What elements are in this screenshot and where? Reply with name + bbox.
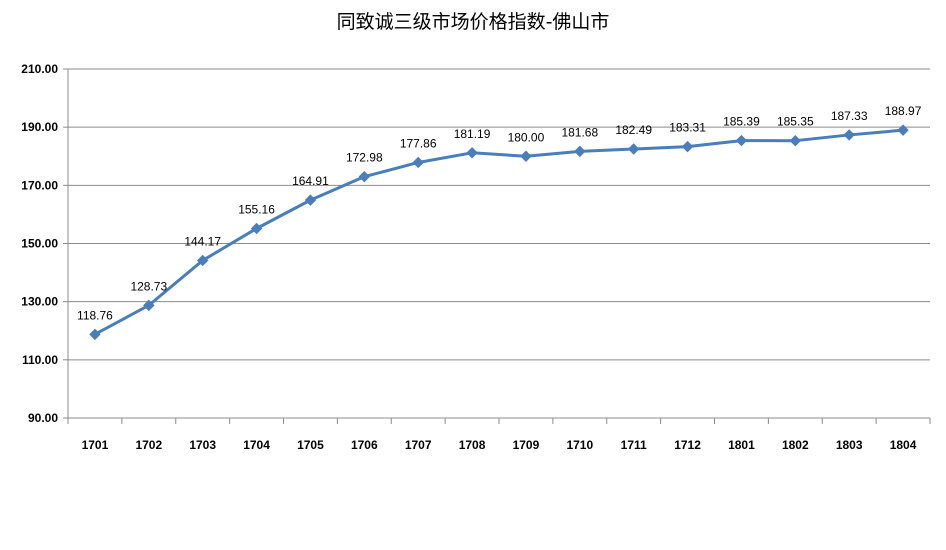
y-axis: 90.00 110.00 130.00 150.00 170.00 190.00 210.0… xyxy=(21,62,69,425)
x-tick-label: 1706 xyxy=(351,438,378,452)
x-tick-label: 1701 xyxy=(82,438,109,452)
data-point-marker xyxy=(412,156,424,169)
data-labels: 118.76 128.73 144.17 155.16 164.91 172.98 177.… xyxy=(77,104,922,322)
x-tick-label: 1712 xyxy=(674,438,701,452)
x-tick-label: 1708 xyxy=(459,438,486,452)
data-point-marker xyxy=(89,328,101,341)
data-point-marker xyxy=(250,222,263,235)
x-tick-label: 1803 xyxy=(836,438,863,452)
data-label: 128.73 xyxy=(130,279,167,293)
chart-title: 同致诚三级市场价格指数-佛山市 xyxy=(337,11,610,33)
x-tick-label: 1707 xyxy=(405,438,432,452)
data-point-marker xyxy=(196,254,209,267)
data-label: 181.68 xyxy=(561,125,598,139)
data-label: 155.16 xyxy=(238,202,275,216)
data-point-marker xyxy=(735,134,748,147)
data-point-marker xyxy=(304,194,317,206)
data-label: 185.35 xyxy=(777,115,814,129)
data-point-marker xyxy=(789,134,802,147)
data-point-marker xyxy=(681,140,694,153)
data-point-marker xyxy=(520,150,532,162)
data-label: 172.98 xyxy=(346,151,383,165)
x-tick-label: 1702 xyxy=(135,438,162,452)
data-point-marker xyxy=(897,124,909,136)
y-tick-label: 150.00 xyxy=(21,237,58,251)
data-label: 182.49 xyxy=(615,123,652,137)
y-tick-label: 210.00 xyxy=(21,62,58,76)
y-tick-label: 110.00 xyxy=(22,353,58,367)
x-tick-label: 1703 xyxy=(189,438,216,452)
x-tick-label: 1711 xyxy=(621,438,647,452)
y-tick-label: 130.00 xyxy=(21,295,58,309)
data-label: 180.00 xyxy=(508,130,545,144)
data-label: 187.33 xyxy=(831,109,868,123)
x-tick-label: 1710 xyxy=(566,438,593,452)
x-tick-label: 1709 xyxy=(513,438,540,452)
data-label: 188.97 xyxy=(885,104,922,118)
data-point-marker xyxy=(627,143,640,155)
data-label: 185.39 xyxy=(723,115,760,129)
y-tick-label: 190.00 xyxy=(21,120,58,134)
data-label: 181.19 xyxy=(454,127,491,141)
data-label: 118.76 xyxy=(77,308,113,322)
data-point-marker xyxy=(143,299,155,312)
gridlines xyxy=(68,68,930,419)
data-label: 183.31 xyxy=(669,121,706,135)
data-point-marker xyxy=(574,145,586,158)
data-point-marker xyxy=(843,129,855,141)
y-tick-label: 170.00 xyxy=(21,178,58,192)
x-tick-label: 1704 xyxy=(243,438,270,452)
data-point-marker xyxy=(358,170,371,183)
x-tick-label: 1802 xyxy=(782,438,809,452)
data-point-marker xyxy=(466,147,478,159)
series-line xyxy=(89,124,909,341)
x-tick-label: 1804 xyxy=(890,438,917,452)
x-axis: 1701 1702 1703 1704 1705 1706 1707 1708 1709 1710… xyxy=(67,417,931,452)
series-polyline xyxy=(94,128,904,336)
data-label: 144.17 xyxy=(184,234,221,248)
y-tick-label: 90.00 xyxy=(28,411,58,425)
x-tick-label: 1705 xyxy=(297,438,324,452)
x-tick-label: 1801 xyxy=(728,438,755,452)
data-label: 164.91 xyxy=(292,174,329,188)
data-label: 177.86 xyxy=(400,136,437,150)
